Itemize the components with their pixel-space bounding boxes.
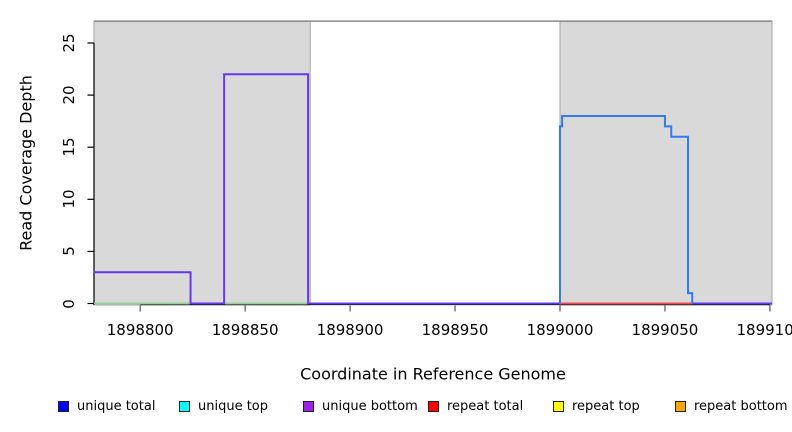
x-tick-label: 1898950: [421, 321, 489, 339]
repeat-region-0: [93, 20, 311, 306]
legend-swatch-icon: [553, 400, 564, 412]
legend-swatch-icon: [428, 400, 439, 412]
legend-label: unique bottom: [322, 398, 418, 414]
legend-label: unique top: [198, 398, 269, 414]
x-tick-label: 1898800: [106, 321, 174, 339]
legend-item-unique-top: unique top: [179, 397, 268, 415]
legend-item-repeat-top: repeat top: [553, 397, 640, 415]
series-line-1: [94, 73, 772, 305]
y-tick-label: 25: [60, 33, 78, 53]
legend-item-repeat-bottom: repeat bottom: [675, 397, 788, 415]
legend-swatch-icon: [58, 400, 69, 412]
legend-label: repeat top: [572, 398, 640, 414]
y-axis-title: Read Coverage Depth: [16, 75, 36, 251]
x-tick-label: 1898850: [211, 321, 279, 339]
legend-label: unique total: [77, 398, 156, 414]
y-tick-label: 15: [60, 137, 78, 157]
legend-swatch-icon: [303, 400, 314, 412]
series-line-3: [558, 114, 694, 304]
y-tick-label: 20: [60, 85, 78, 105]
legend-item-repeat-total: repeat total: [428, 397, 523, 415]
x-tick-label: 1898900: [316, 321, 384, 339]
y-tick-label: 10: [60, 189, 78, 209]
repeat-region-1: [559, 20, 773, 306]
y-tick-label: 0: [60, 298, 78, 309]
x-tick-label: 1899000: [526, 321, 594, 339]
legend-label: repeat total: [447, 398, 524, 414]
legend-swatch-icon: [675, 400, 686, 412]
legend-label: repeat bottom: [694, 398, 788, 414]
x-axis-title: Coordinate in Reference Genome: [300, 364, 566, 384]
x-tick-label: 1899050: [631, 321, 699, 339]
legend-swatch-icon: [179, 400, 190, 412]
legend-item-unique-bottom: unique bottom: [303, 397, 418, 415]
y-tick-label: 5: [60, 246, 78, 257]
legend-item-unique-total: unique total: [58, 397, 155, 415]
